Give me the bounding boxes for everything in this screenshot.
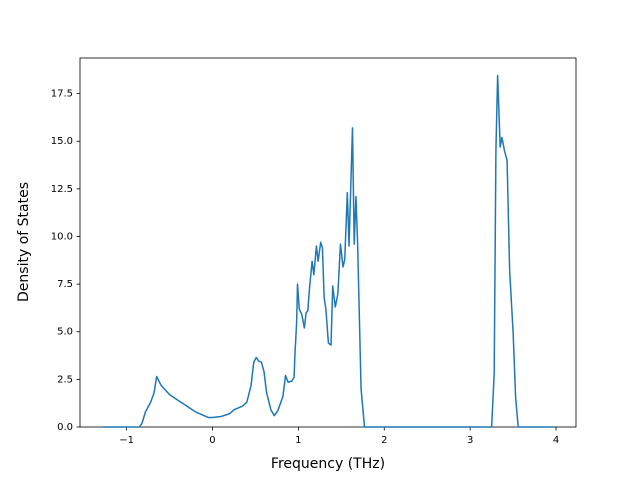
data-line <box>102 74 554 428</box>
x-tick-label: 0 <box>209 435 215 446</box>
y-axis-label: Density of States <box>16 182 32 302</box>
plot-frame <box>79 57 577 428</box>
x-tick-label: 2 <box>381 435 387 446</box>
y-tick-label: 10.0 <box>51 231 73 242</box>
y-tick-label: 7.5 <box>57 279 73 290</box>
y-tick-label: 2.5 <box>57 374 73 385</box>
y-tick-label: 0.0 <box>57 422 73 433</box>
y-tick-label: 17.5 <box>51 89 73 100</box>
y-tick-label: 12.5 <box>51 184 73 195</box>
x-axis-label: Frequency (THz) <box>271 456 385 472</box>
x-tick-label: 3 <box>467 435 473 446</box>
y-tick-label: 5.0 <box>57 327 73 338</box>
x-tick-label: −1 <box>119 435 134 446</box>
x-tick-label: 1 <box>295 435 301 446</box>
y-tick-label: 15.0 <box>51 136 73 147</box>
x-tick-label: 4 <box>553 435 559 446</box>
